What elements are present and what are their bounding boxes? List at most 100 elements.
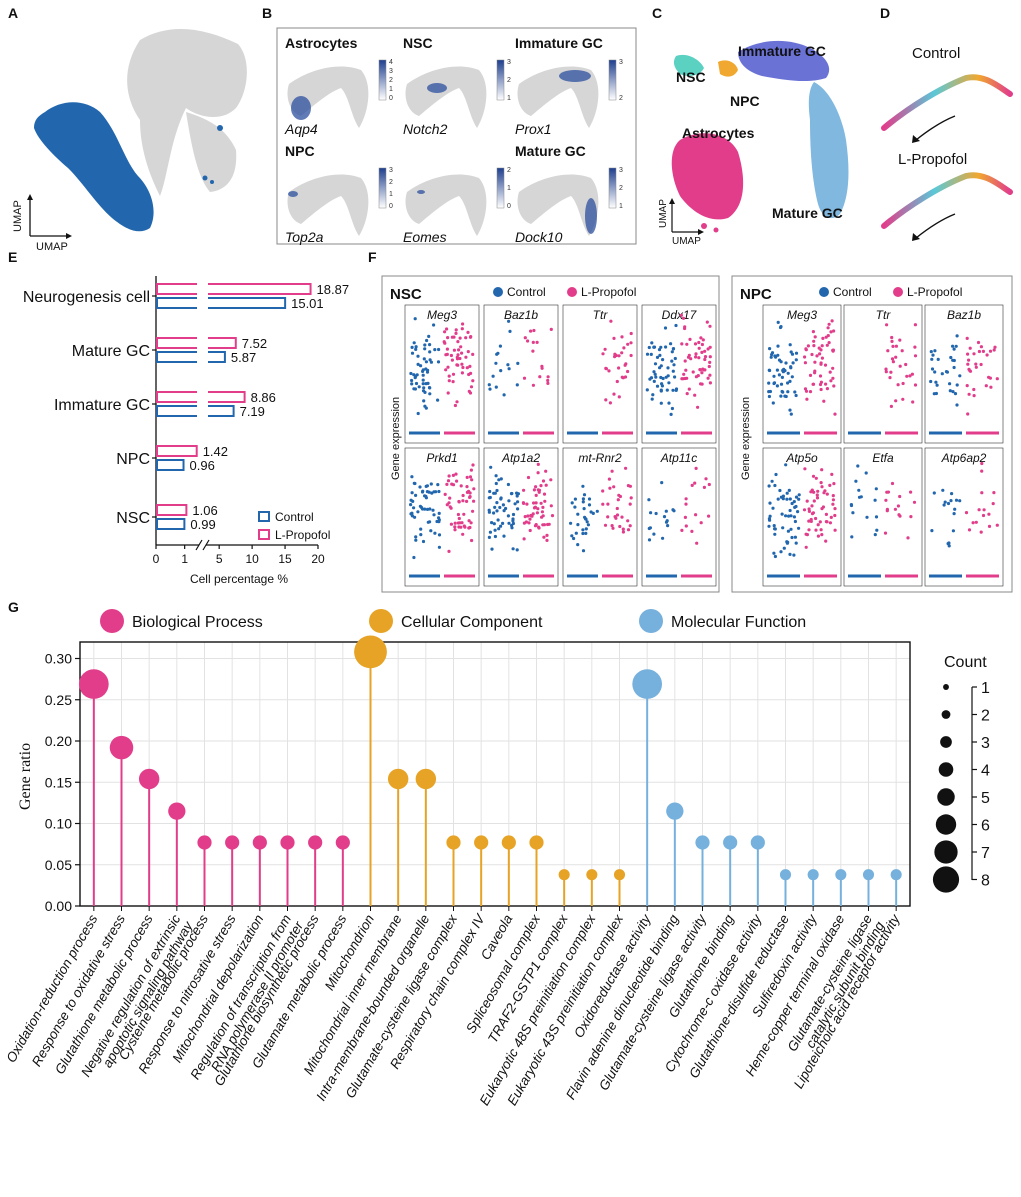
lollipop-head bbox=[529, 835, 544, 850]
strip-plot-frame bbox=[562, 447, 638, 587]
bar-segment bbox=[156, 504, 188, 516]
lollipop-head bbox=[862, 869, 875, 881]
bar bbox=[156, 445, 198, 457]
feature-tile-gene: Top2a bbox=[285, 229, 324, 245]
lollipop bbox=[862, 869, 875, 911]
lollipop-head bbox=[779, 869, 792, 881]
panel-letter-d: D bbox=[880, 5, 890, 21]
panel-letter-c: C bbox=[652, 5, 662, 21]
y-tick-label: 0.10 bbox=[45, 816, 72, 832]
panel-c-y-label: UMAP bbox=[658, 199, 669, 228]
strip-plot: Ttr bbox=[843, 304, 923, 444]
size-legend-label: 3 bbox=[981, 735, 990, 752]
strip-plot-frame bbox=[641, 447, 717, 587]
category-label: Mature GC bbox=[72, 343, 150, 360]
size-legend-item: 3 bbox=[940, 735, 990, 752]
panel-c-label-immature-gc: Immature GC bbox=[738, 43, 826, 59]
strip-plot: Atp11c bbox=[641, 447, 717, 587]
bar-value-label: 8.86 bbox=[251, 390, 276, 405]
color-scale-tick: 2 bbox=[507, 77, 511, 84]
color-scale-tick: 3 bbox=[619, 59, 623, 66]
y-tick-label: 0.05 bbox=[45, 857, 72, 873]
lollipop bbox=[354, 635, 387, 911]
expression-highlight bbox=[585, 198, 597, 234]
size-legend-item: 1 bbox=[943, 680, 990, 697]
lollipop-head bbox=[138, 768, 160, 790]
lollipop-head bbox=[474, 835, 489, 850]
lollipop-head bbox=[308, 835, 323, 850]
umap-silhouette bbox=[405, 66, 487, 128]
strip-plot-frame bbox=[924, 447, 1004, 587]
lollipop-head bbox=[723, 835, 738, 850]
panel-b-feature-plots: Astrocytes 4 3 2 1 0 Aqp4 NSC 3 2 1 Notch2 Immature … bbox=[276, 27, 637, 245]
lollipop-head bbox=[807, 869, 819, 881]
category-legend-label: Cellular Component bbox=[401, 614, 543, 631]
bar-segment bbox=[205, 283, 312, 295]
lollipop bbox=[632, 669, 663, 911]
lollipop-head bbox=[890, 869, 902, 881]
bar-value-label: 5.87 bbox=[231, 350, 256, 365]
category-legend-dot bbox=[639, 609, 663, 633]
strip-plot: Atp1a2 bbox=[483, 447, 559, 587]
lollipop-head bbox=[695, 835, 710, 850]
lollipop bbox=[807, 869, 819, 911]
lollipop-head bbox=[387, 768, 409, 790]
category-legend-label: Biological Process bbox=[132, 614, 263, 631]
y-tick-label: 0.15 bbox=[45, 774, 72, 790]
feature-tile-gene: Prox1 bbox=[515, 121, 552, 137]
lollipop bbox=[225, 835, 240, 911]
bar-segment bbox=[205, 405, 235, 417]
lollipop-head bbox=[501, 835, 516, 850]
bar-segment bbox=[156, 297, 200, 309]
y-tick-label: 0.20 bbox=[45, 733, 72, 749]
gene-label: Atp6ap2 bbox=[941, 451, 987, 465]
legend-label: L-Propofol bbox=[581, 285, 636, 299]
lollipop bbox=[168, 802, 186, 911]
size-legend-item: 5 bbox=[937, 788, 990, 807]
y-axis-title: Gene expression bbox=[390, 397, 402, 480]
gene-label: Meg3 bbox=[787, 308, 817, 322]
gene-label: Ddx17 bbox=[662, 308, 698, 322]
color-scale-tick: 0 bbox=[389, 95, 393, 102]
lollipop-head bbox=[632, 669, 663, 699]
feature-tile: NSC 3 2 1 Notch2 bbox=[403, 35, 511, 137]
lollipop bbox=[252, 835, 267, 911]
umap-silhouette bbox=[287, 66, 369, 128]
plot-frame bbox=[79, 641, 911, 907]
strip-plot: Meg3 bbox=[762, 304, 842, 444]
panel-c-label-nsc: NSC bbox=[676, 69, 706, 85]
gene-label: mt-Rnr2 bbox=[578, 451, 622, 465]
umap-silhouette bbox=[517, 174, 599, 236]
size-legend-dot bbox=[938, 762, 954, 777]
lollipop bbox=[335, 835, 350, 911]
bar-value-label: 7.52 bbox=[242, 336, 267, 351]
x-tick-label: 0 bbox=[153, 552, 160, 566]
panel-letter-b: B bbox=[262, 5, 272, 21]
gene-label: Baz1b bbox=[947, 308, 981, 322]
size-legend-item: 8 bbox=[932, 866, 990, 893]
x-tick-label: 5 bbox=[216, 552, 223, 566]
size-legend-dot bbox=[937, 788, 955, 806]
strip-plot-frame bbox=[762, 447, 842, 587]
legend-dot bbox=[567, 287, 577, 297]
lollipop-head bbox=[586, 869, 598, 881]
feature-tile-title: NPC bbox=[285, 143, 315, 159]
x-axis-title: Cell percentage % bbox=[190, 572, 288, 586]
panel-g-go-lollipop: Biological Process Cellular Component Mole… bbox=[3, 609, 990, 1108]
panel-c-label-mature-gc: Mature GC bbox=[772, 205, 843, 221]
color-scale-tick: 1 bbox=[389, 86, 393, 93]
color-scale-tick: 4 bbox=[389, 59, 393, 66]
color-scale-tick: 3 bbox=[507, 59, 511, 66]
color-scale-tick: 1 bbox=[389, 191, 393, 198]
gene-label: Etfa bbox=[872, 451, 894, 465]
category-legend-item: Molecular Function bbox=[639, 609, 806, 633]
strip-plot: Atp6ap2 bbox=[924, 447, 1004, 587]
bar-segment bbox=[156, 391, 200, 403]
panel-letter-a: A bbox=[8, 5, 18, 21]
panel-d-label-propofol: L-Propofol bbox=[898, 151, 967, 168]
lollipop-head bbox=[252, 835, 267, 850]
panel-c-label-npc: NPC bbox=[730, 93, 760, 109]
y-axis-title: Gene expression bbox=[740, 397, 752, 480]
bar bbox=[156, 296, 287, 310]
